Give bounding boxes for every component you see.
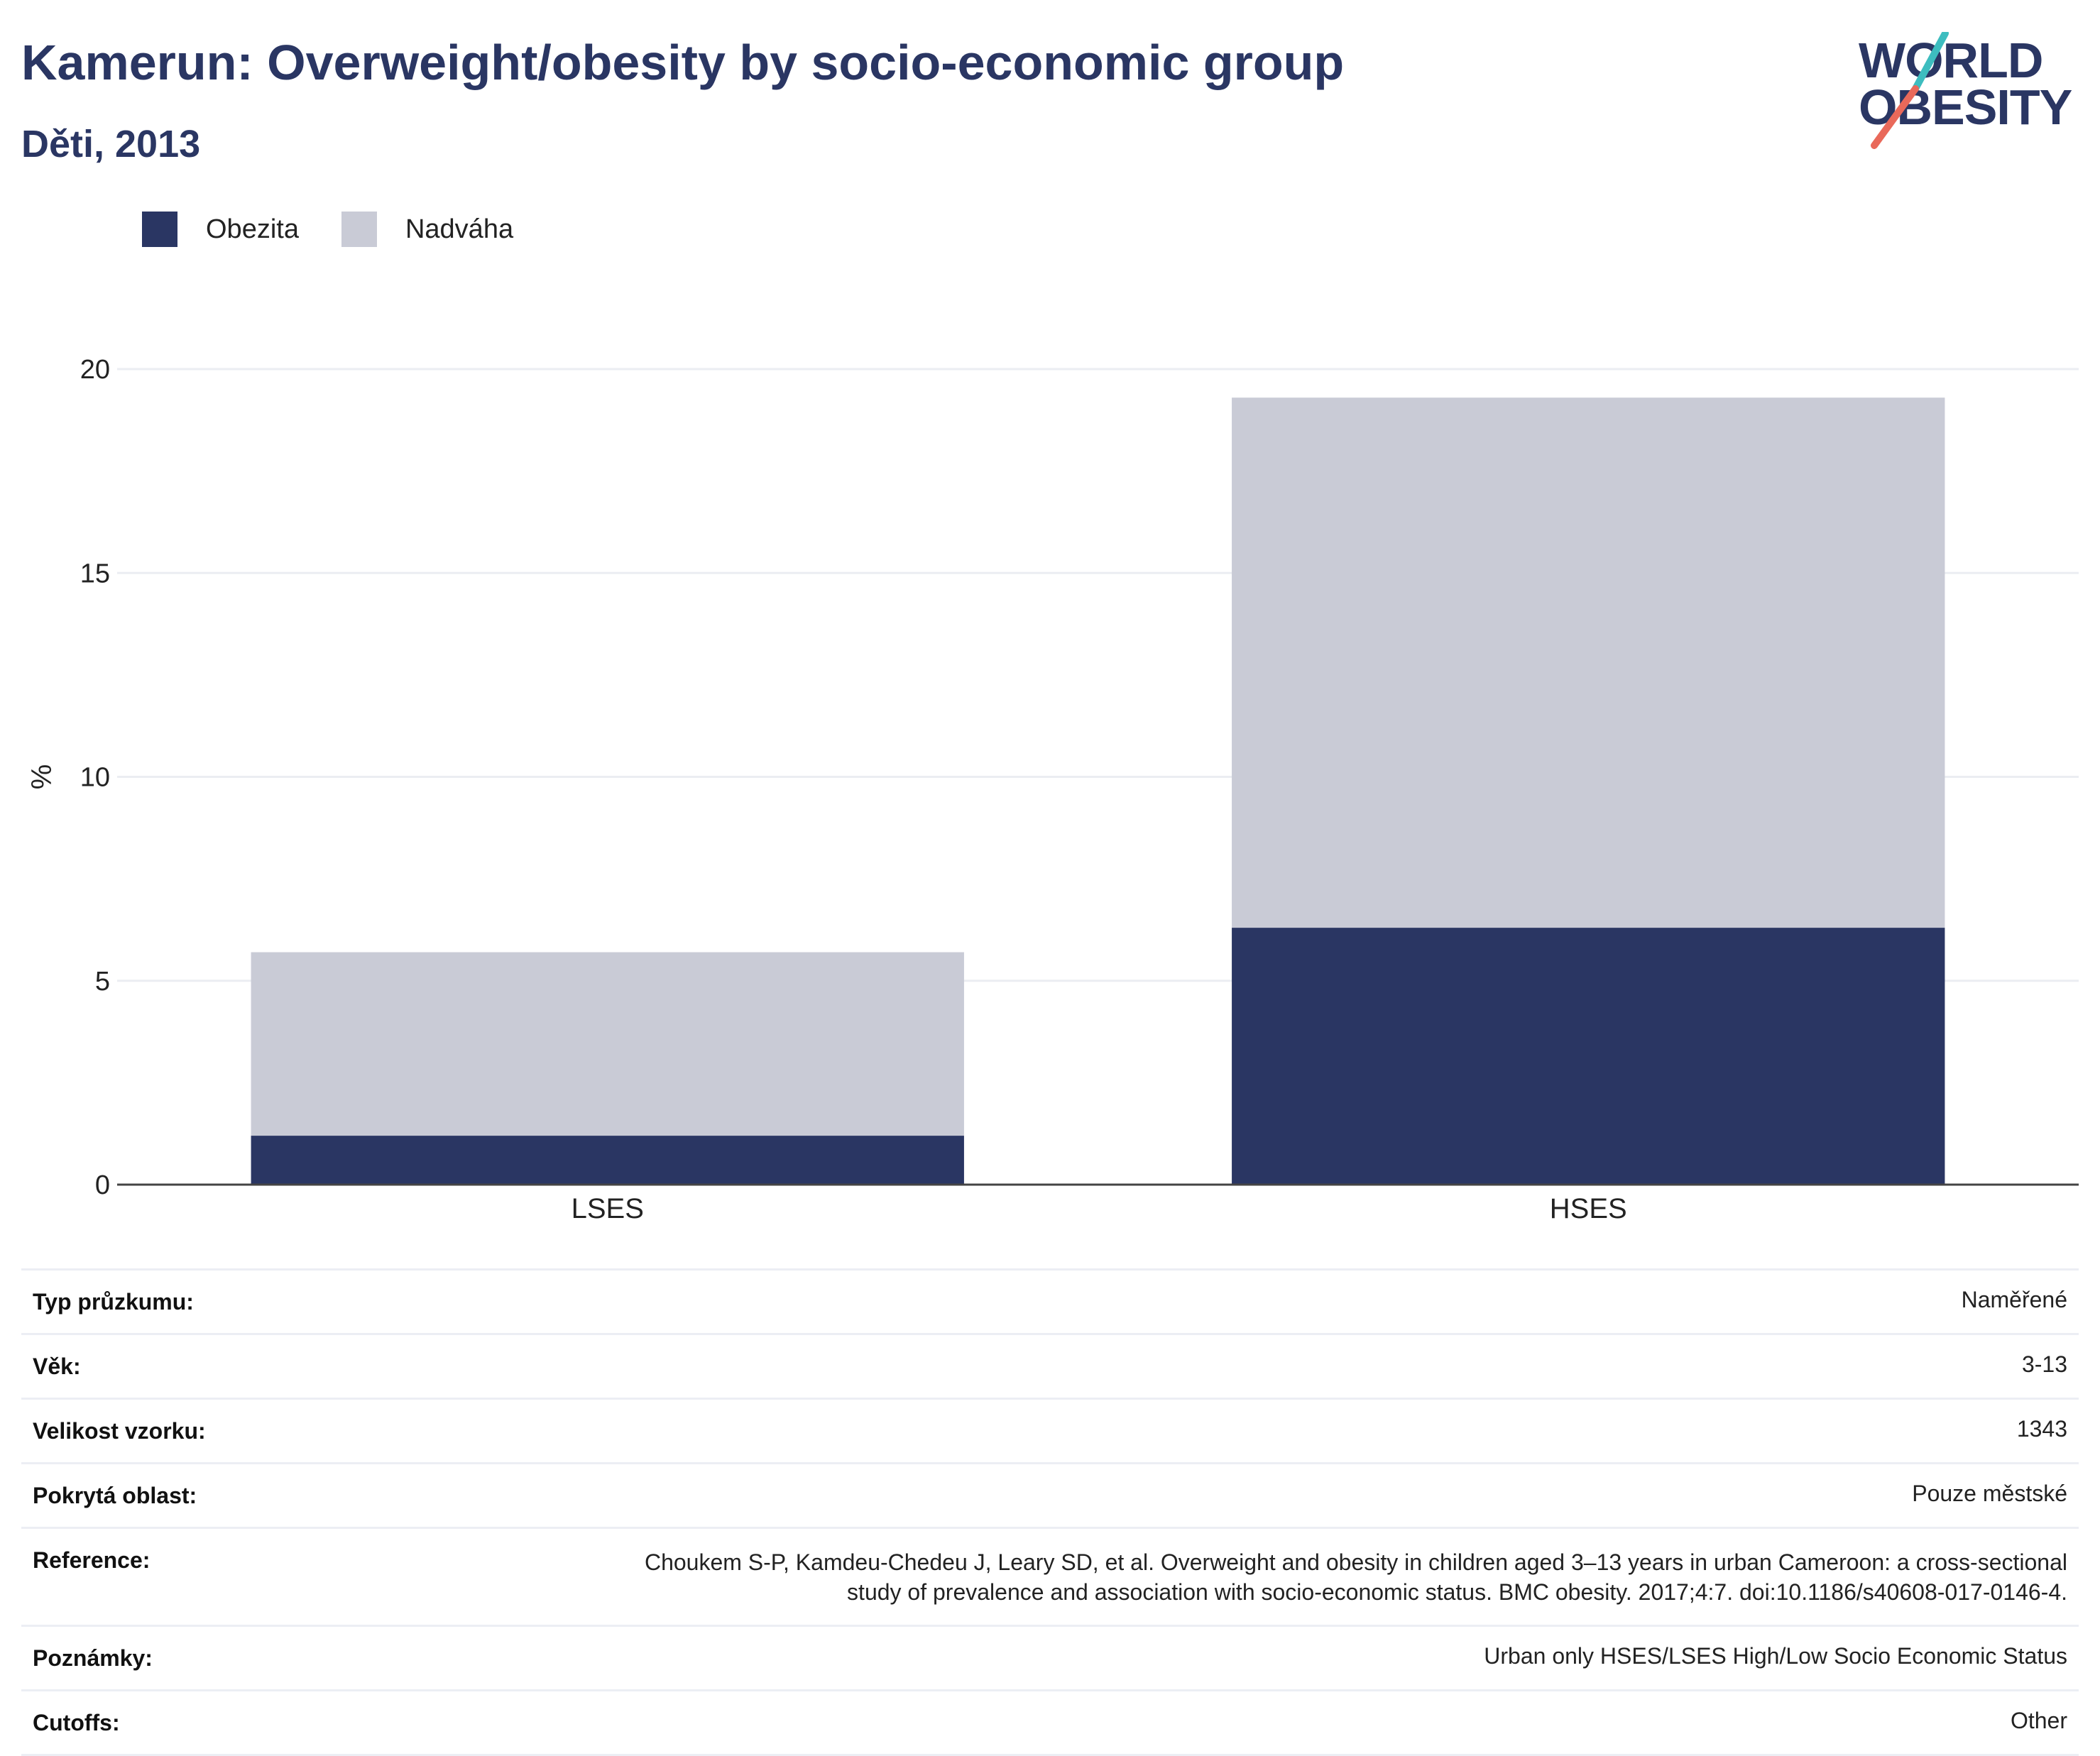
y-tick-label: 20 [80, 355, 110, 385]
legend-label-obezita: Obezita [206, 214, 299, 244]
metadata-row: Velikost vzorku: 1343 [21, 1400, 2079, 1464]
legend-swatch-nadvaha [341, 212, 377, 247]
x-tick-label: LSES [572, 1193, 644, 1224]
metadata-row: Věk: 3-13 [21, 1335, 2079, 1400]
metadata-value: Other [2010, 1708, 2067, 1733]
bar-obezita-hses[interactable] [1232, 928, 1945, 1185]
metadata-value: 1343 [2016, 1416, 2067, 1442]
metadata-key: Velikost vzorku: [33, 1418, 206, 1444]
metadata-value: Naměřené [1961, 1287, 2067, 1312]
metadata-value: 3-13 [2021, 1351, 2067, 1377]
legend-item-nadvaha[interactable]: Nadváha [341, 212, 513, 247]
y-tick-label: 0 [95, 1170, 110, 1200]
metadata-key: Pokrytá oblast: [33, 1483, 197, 1508]
metadata-key: Věk: [33, 1354, 81, 1379]
world-obesity-logo: WORLD OBESITY [1853, 32, 2080, 153]
metadata-key: Cutoffs: [33, 1710, 120, 1735]
legend: Obezita Nadváha [142, 210, 556, 248]
y-tick-label: 15 [80, 559, 110, 588]
legend-label-nadvaha: Nadváha [405, 214, 514, 244]
bar-nadvha-lses[interactable] [251, 952, 964, 1136]
x-tick-label: HSES [1550, 1193, 1627, 1224]
chart-subtitle: Děti, 2013 [21, 123, 201, 165]
metadata-row: Reference: Choukem S-P, Kamdeu-Chedeu J, … [21, 1529, 2079, 1627]
metadata-row: Typ průzkumu: Naměřené [21, 1271, 2079, 1335]
metadata-value: Pouze městské [1912, 1481, 2067, 1506]
legend-swatch-obezita [142, 212, 177, 247]
logo-line-1: WORLD [1859, 33, 2043, 88]
metadata-value: Urban only HSES/LSES High/Low Socio Econ… [1484, 1643, 2067, 1669]
metadata-row: Poznámky: Urban only HSES/LSES High/Low S… [21, 1627, 2079, 1691]
chart-title: Kamerun: Overweight/obesity by socio-eco… [21, 35, 1345, 90]
bar-obezita-lses[interactable] [251, 1136, 964, 1185]
metadata-value: Choukem S-P, Kamdeu-Chedeu J, Leary SD, … [644, 1549, 2067, 1605]
y-tick-label: 10 [80, 763, 110, 793]
bar-nadvha-hses[interactable] [1232, 397, 1945, 928]
metadata-row: Cutoffs: Other [21, 1691, 2079, 1756]
metadata-key: Typ průzkumu: [33, 1289, 194, 1315]
logo-line-2: OBESITY [1859, 79, 2072, 135]
y-axis-label: % [26, 764, 58, 790]
metadata-table: Typ průzkumu: Naměřené Věk: 3-13 Velikost vz… [21, 1268, 2079, 1756]
legend-item-obezita[interactable]: Obezita [142, 212, 299, 247]
y-tick-label: 5 [95, 967, 110, 997]
logo-slash-icon [1871, 32, 1949, 149]
metadata-key: Poznámky: [33, 1645, 153, 1671]
bar-chart: 0 5 10 15 20% LSES HSES [26, 355, 2079, 1224]
metadata-key: Reference: [33, 1547, 151, 1573]
metadata-row: Pokrytá oblast: Pouze městské [21, 1464, 2079, 1529]
